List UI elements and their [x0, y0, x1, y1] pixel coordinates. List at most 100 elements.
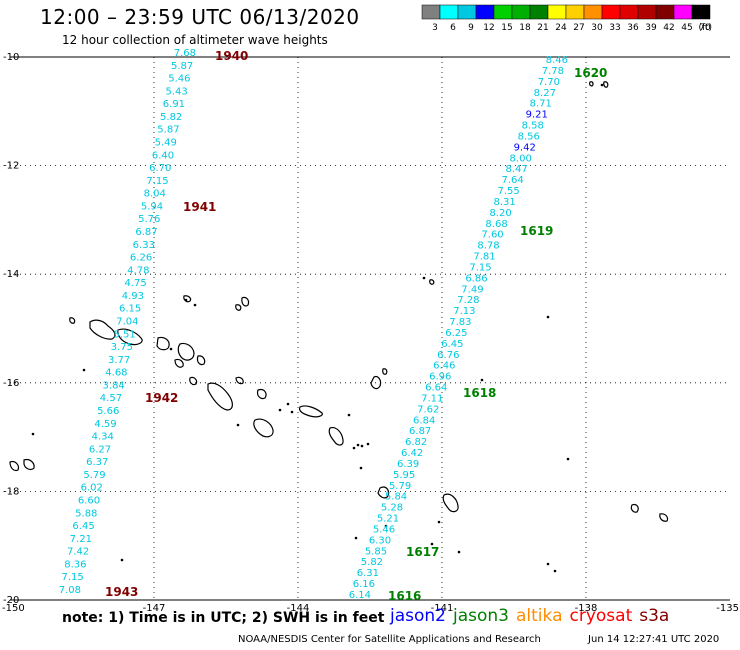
swh-value: 7.15 [469, 262, 491, 273]
island-dot [356, 443, 360, 447]
lon-label: -141 [431, 603, 454, 614]
island-dot [290, 410, 294, 414]
swh-value: 6.25 [445, 328, 467, 339]
swh-value: 5.95 [393, 470, 415, 481]
island-dot [553, 569, 557, 573]
map-subtitle: 12 hour collection of altimeter wave hei… [62, 33, 328, 47]
scale-label: 6 [450, 23, 456, 33]
island-dot [546, 562, 550, 566]
scale-swatch [637, 4, 657, 20]
swh-value: 5.49 [155, 138, 177, 149]
island-dot [184, 298, 188, 302]
swh-value: 8.04 [144, 189, 166, 200]
island-dots [31, 83, 604, 573]
swh-value: 5.66 [97, 406, 119, 417]
legend-cryosat: cryosat [569, 606, 633, 626]
swh-value: 7.49 [461, 284, 483, 295]
scale-label: 12 [483, 23, 494, 33]
swh-value: 6.02 [81, 483, 103, 494]
swh-value: 6.16 [353, 579, 375, 590]
swh-value: 6.76 [437, 350, 459, 361]
scale-swatch [493, 4, 513, 20]
scale-label: 70 [699, 23, 711, 33]
swh-value: 8.00 [510, 153, 532, 164]
scale-label: 33 [609, 23, 620, 33]
pass-label: 1941 [183, 200, 216, 214]
swh-value: 6.70 [149, 163, 171, 174]
swh-value: 7.55 [497, 186, 519, 197]
pass-label: 1619 [520, 224, 553, 238]
swh-value: 6.86 [465, 273, 487, 284]
scale-label: 15 [501, 23, 512, 33]
swh-value: 9.42 [514, 142, 536, 153]
pass-label: 1620 [574, 66, 607, 80]
swh-value: 8.78 [477, 241, 499, 252]
scale-swatch [421, 4, 441, 20]
legend-altika: altika [516, 606, 563, 626]
altimeter-tracks: 7.685.875.465.436.915.825.875.496.406.70… [59, 48, 568, 601]
axis-labels: -10 -12 -14 -16 -18 -20-150 -147 -144 -141 -138 -1… [2, 52, 739, 614]
island-dot [82, 368, 86, 372]
swh-value: 3.84 [103, 380, 125, 391]
swh-value: 8.36 [64, 559, 86, 570]
swh-value: 7.15 [146, 176, 168, 187]
island-dot [384, 524, 388, 528]
lon-label: -138 [575, 603, 598, 614]
swh-value: 7.64 [502, 175, 524, 186]
scale-swatch [619, 4, 639, 20]
scale-label: 9 [468, 23, 474, 33]
swh-value: 4.93 [122, 291, 144, 302]
swh-value: 5.84 [385, 492, 407, 503]
swh-value: 7.78 [542, 66, 564, 77]
scale-swatch [439, 4, 459, 20]
generated-timestamp: Jun 14 12:27:41 UTC 2020 [588, 634, 720, 645]
scale-label: 39 [645, 23, 657, 33]
lon-label: -147 [143, 603, 166, 614]
swh-value: 6.31 [357, 568, 379, 579]
lon-label: -135 [716, 603, 739, 614]
swh-value: 5.21 [377, 514, 399, 525]
swh-value: 5.43 [166, 86, 188, 97]
swh-value: 6.14 [349, 590, 371, 601]
island-dot [31, 432, 35, 436]
island-dot [457, 550, 461, 554]
swh-value: 5.85 [365, 546, 387, 557]
lat-label: -20 [3, 595, 19, 606]
lon-label: -144 [287, 603, 310, 614]
legend-jason3: jason3 [453, 606, 509, 626]
scale-label: 30 [591, 23, 603, 33]
lat-label: -18 [3, 486, 19, 497]
pass-labels: 1940 1941 1942 1943 1620 1619 1618 1617 1616 [105, 49, 607, 603]
scale-swatch [655, 4, 675, 20]
swh-value: 8.47 [506, 164, 528, 175]
island-outlines [9, 81, 669, 522]
scale-swatch [457, 4, 477, 20]
swh-value: 8.58 [522, 121, 544, 132]
swh-value: 6.42 [401, 448, 423, 459]
scale-swatch [475, 4, 495, 20]
swh-value: 7.83 [449, 317, 471, 328]
island-dot [278, 408, 282, 412]
island-dot [480, 378, 484, 382]
swh-value: 6.30 [369, 535, 391, 546]
swh-value: 5.87 [171, 61, 193, 72]
island-dot [546, 315, 550, 319]
island-dot [360, 444, 364, 448]
island-dot [352, 446, 356, 450]
scale-label: 24 [555, 23, 567, 33]
swh-value: 7.13 [453, 306, 475, 317]
satellite-legend: jason2 jason3 altika cryosat s3a [390, 606, 676, 626]
lat-label: -10 [3, 52, 19, 63]
swh-value: 6.45 [441, 339, 463, 350]
scale-swatch [547, 4, 567, 20]
swh-value: 5.46 [168, 74, 190, 85]
swh-value: 7.11 [421, 393, 443, 404]
swh-value: 5.76 [138, 214, 160, 225]
swh-value: 6.40 [152, 150, 174, 161]
swh-value: 5.51 [113, 329, 135, 340]
island-dot [354, 536, 358, 540]
swh-value: 5.82 [361, 557, 383, 568]
swh-value: 7.04 [116, 317, 138, 328]
legend-s3a: s3a [639, 606, 670, 626]
